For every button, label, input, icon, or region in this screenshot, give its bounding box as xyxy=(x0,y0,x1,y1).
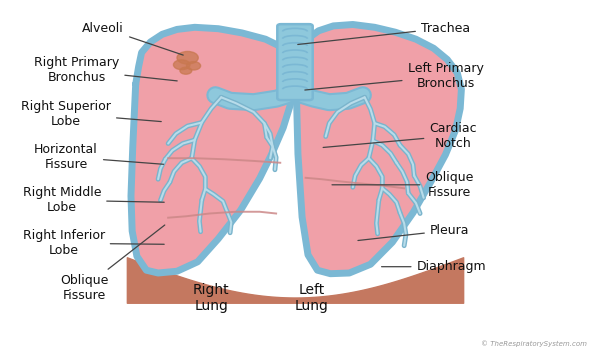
Text: © TheRespiratorySystem.com: © TheRespiratorySystem.com xyxy=(481,341,587,347)
Text: Right Inferior
Lobe: Right Inferior Lobe xyxy=(22,229,164,257)
Text: Diaphragm: Diaphragm xyxy=(382,260,486,273)
Polygon shape xyxy=(296,25,461,274)
Polygon shape xyxy=(131,27,295,273)
Text: Left Primary
Bronchus: Left Primary Bronchus xyxy=(305,62,483,90)
Text: Alveoli: Alveoli xyxy=(83,21,183,55)
Text: Right Primary
Bronchus: Right Primary Bronchus xyxy=(34,56,177,84)
Text: Cardiac
Notch: Cardiac Notch xyxy=(323,122,477,150)
Text: Right Superior
Lobe: Right Superior Lobe xyxy=(21,100,161,128)
Text: Oblique
Fissure: Oblique Fissure xyxy=(332,171,474,199)
Circle shape xyxy=(180,67,192,74)
Text: Pleura: Pleura xyxy=(358,224,469,240)
Circle shape xyxy=(173,60,190,70)
Text: Left
Lung: Left Lung xyxy=(294,283,329,313)
Text: Right Middle
Lobe: Right Middle Lobe xyxy=(22,186,164,214)
Text: Horizontal
Fissure: Horizontal Fissure xyxy=(34,143,163,171)
Text: Right
Lung: Right Lung xyxy=(193,283,230,313)
Text: Oblique
Fissure: Oblique Fissure xyxy=(60,225,165,302)
Circle shape xyxy=(177,51,198,64)
FancyBboxPatch shape xyxy=(277,24,313,100)
Circle shape xyxy=(186,62,201,70)
Text: Trachea: Trachea xyxy=(298,21,470,44)
